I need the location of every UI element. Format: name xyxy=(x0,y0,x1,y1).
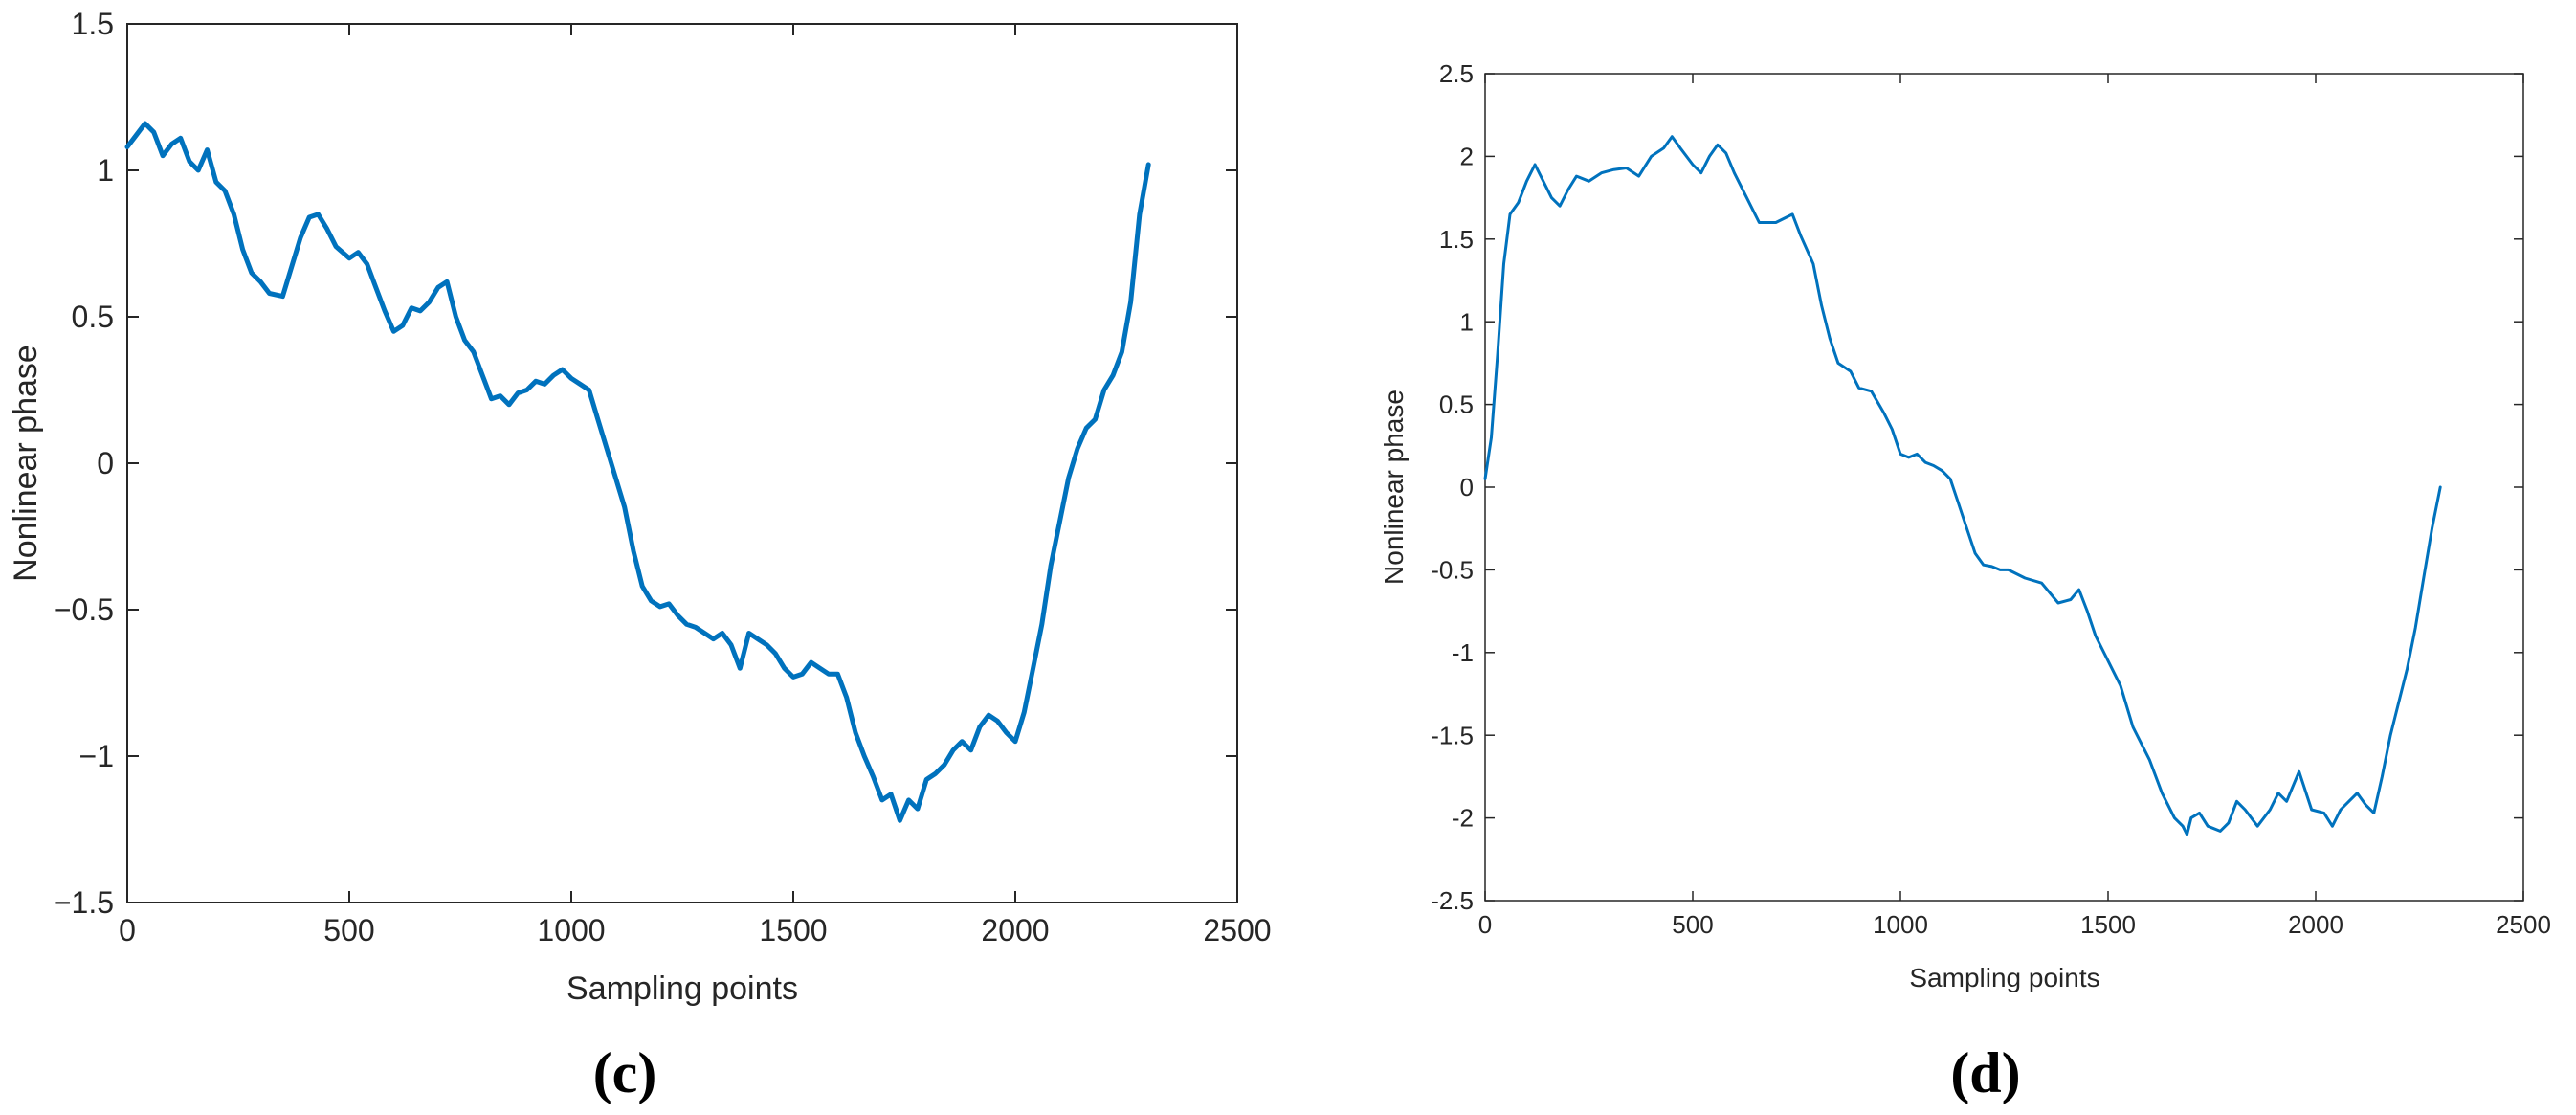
x-tick-label: 1000 xyxy=(1873,910,1928,939)
y-tick-label: 1.5 xyxy=(72,7,114,41)
x-axis-title-d: Sampling points xyxy=(1909,963,2099,992)
y-tick-label: 1 xyxy=(1460,307,1474,336)
y-tick-label: -0.5 xyxy=(1431,556,1474,585)
y-axis-title-c: Nonlinear phase xyxy=(8,345,44,582)
y-tick-label: 2.5 xyxy=(1439,59,1474,88)
x-tick-label: 1500 xyxy=(2080,910,2136,939)
x-tick-labels-c: 0 500 1000 1500 2000 2500 xyxy=(119,913,1271,948)
y-tick-label: 0 xyxy=(97,446,114,480)
series-line-c xyxy=(124,121,1151,823)
series-line-d xyxy=(1483,135,2442,836)
x-ticks-d xyxy=(1484,74,2524,901)
chart-panel-c: −1.5−1−0.500.511.5 0 500 1000 1500 2000 2500 … xyxy=(8,7,1272,1104)
x-ticks-c xyxy=(126,24,1238,903)
x-tick-label: 1500 xyxy=(759,913,827,948)
y-tick-label: −1.5 xyxy=(54,885,114,920)
panel-label-c: (c) xyxy=(593,1041,657,1104)
plot-area-c xyxy=(126,23,1238,903)
x-tick-label: 2500 xyxy=(1203,913,1271,948)
y-tick-label: 2 xyxy=(1460,143,1474,171)
x-tick-label: 2000 xyxy=(2288,910,2343,939)
y-tick-label: 1 xyxy=(97,153,114,188)
y-tick-label: −1 xyxy=(79,739,114,773)
panel-label-d: (d) xyxy=(1950,1041,2020,1104)
x-tick-label: 0 xyxy=(1478,910,1492,939)
x-tick-label: 0 xyxy=(119,913,136,948)
chart-panel-d: -2.5 -2 -1.5 -1 -0.5 0 0.5 1 1.5 2 2.5 0 500 1000 150… xyxy=(1379,59,2551,1104)
x-tick-label: 500 xyxy=(1672,910,1713,939)
x-tick-label: 1000 xyxy=(537,913,605,948)
y-tick-label: -1.5 xyxy=(1431,721,1474,749)
y-ticks-c xyxy=(127,23,1237,903)
y-tick-label: -1 xyxy=(1452,638,1474,667)
y-tick-label: 0 xyxy=(1460,473,1474,502)
x-tick-label: 2000 xyxy=(981,913,1049,948)
x-tick-labels-d: 0 500 1000 1500 2000 2500 xyxy=(1478,910,2551,939)
plot-area-d xyxy=(1484,73,2524,902)
y-tick-label: 1.5 xyxy=(1439,225,1474,254)
y-tick-label: 0.5 xyxy=(1439,390,1474,419)
y-ticks-d xyxy=(1485,73,2523,902)
y-tick-label: -2.5 xyxy=(1431,886,1474,915)
x-tick-label: 2500 xyxy=(2496,910,2551,939)
x-axis-title-c: Sampling points xyxy=(566,970,798,1007)
y-tick-label: -2 xyxy=(1452,804,1474,833)
y-tick-label: −0.5 xyxy=(54,592,114,627)
y-tick-labels-c: −1.5 −1 −0.5 0 0.5 1 1.5 xyxy=(54,7,114,920)
y-tick-label: 0.5 xyxy=(72,300,114,334)
y-axis-title-d: Nonlinear phase xyxy=(1379,390,1409,585)
y-tick-labels-d: -2.5 -2 -1.5 -1 -0.5 0 0.5 1 1.5 2 2.5 xyxy=(1431,59,1474,915)
x-tick-label: 500 xyxy=(323,913,374,948)
